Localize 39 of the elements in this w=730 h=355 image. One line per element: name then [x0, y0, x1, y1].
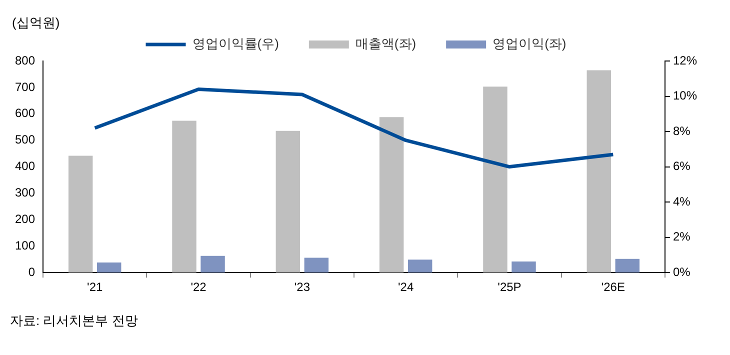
bar: [304, 258, 329, 273]
bar: [96, 262, 122, 273]
legend-label: 영업이익률(우): [192, 36, 279, 52]
bar: [68, 156, 93, 273]
y-axis-title: (십억원): [12, 14, 60, 32]
bar: [512, 261, 536, 273]
y2-tick-label: 10%: [672, 88, 698, 103]
x-tick-label: '22: [190, 280, 207, 294]
y-tick-label: 400: [14, 159, 36, 174]
bar: [276, 130, 300, 273]
bar: [586, 70, 612, 273]
x-tick-label: '23: [294, 280, 310, 294]
text: 자료: 리서치본부 전망: [10, 312, 139, 330]
legend-label: 매출액(좌): [355, 36, 416, 52]
x-tick-label: '21: [87, 280, 103, 294]
x-tick-label: '26E: [601, 280, 625, 294]
bar: [379, 117, 404, 273]
y-tick-label: 300: [14, 186, 36, 200]
y-tick-label: 200: [14, 212, 36, 226]
legend-label: 영업이익(좌): [492, 36, 566, 52]
y-tick-label: 700: [14, 80, 36, 94]
bar: [172, 120, 196, 273]
x-tick-label: '25P: [498, 280, 522, 294]
bar: [615, 258, 640, 273]
y2-tick-label: 4%: [672, 194, 691, 208]
y-tick-label: 100: [14, 238, 36, 252]
y2-tick-label: 0%: [672, 264, 691, 279]
bar: [483, 86, 508, 273]
y-tick-label: 500: [14, 132, 36, 147]
y2-tick-label: 2%: [672, 230, 691, 244]
y2-tick-label: 6%: [672, 159, 691, 174]
y-tick-label: 800: [14, 53, 36, 68]
y-tick-label: 600: [14, 106, 36, 120]
bar: [200, 256, 225, 273]
bar: [408, 260, 432, 273]
y2-tick-label: 8%: [672, 124, 691, 138]
y-tick-label: 0: [28, 264, 36, 279]
y2-tick-label: 12%: [672, 53, 698, 68]
x-tick-label: '24: [398, 280, 414, 294]
